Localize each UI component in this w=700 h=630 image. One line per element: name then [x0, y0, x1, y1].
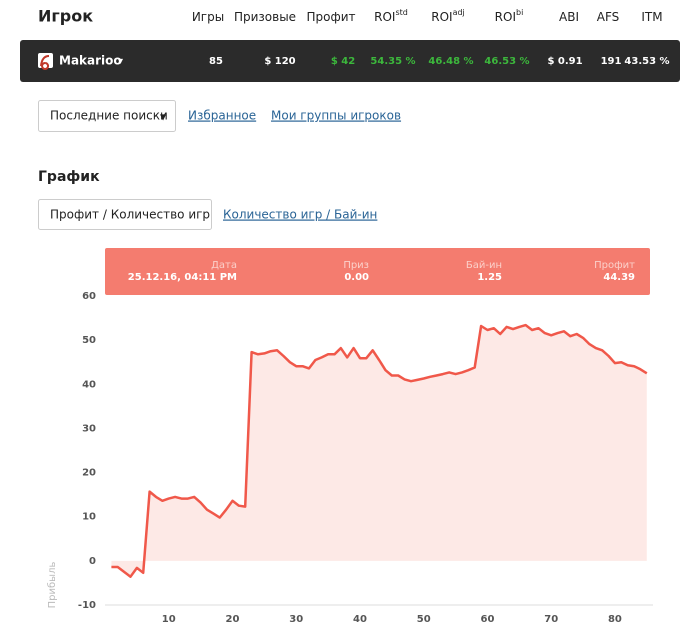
column-header-sup: adj [453, 8, 465, 17]
tooltip-label: Профит [594, 260, 635, 271]
column-header: Игры [192, 10, 224, 24]
tooltip-label: Приз [343, 260, 369, 271]
column-header-label: ROI [431, 10, 452, 24]
area [111, 325, 647, 577]
player-stat: 46.48 % [428, 56, 473, 67]
y-tick-label: 10 [82, 512, 96, 523]
x-tick-label: 10 [162, 614, 176, 625]
column-header-sup: std [395, 8, 407, 17]
tooltip-label: Бай-ин [466, 260, 502, 271]
y-tick-label: 60 [82, 291, 96, 302]
y-tick-label: 40 [82, 379, 96, 390]
player-stat: 43.53 % [624, 56, 669, 67]
player-stat: 191 [601, 56, 622, 67]
column-header: ABI [559, 10, 579, 24]
tooltip-value: 25.12.16, 04:11 PM [128, 272, 237, 283]
player-icon-logo [40, 55, 50, 70]
x-tick-label: 60 [480, 614, 494, 625]
y-tick-label: 20 [82, 468, 96, 479]
column-header: AFS [597, 10, 620, 24]
x-tick-label: 20 [226, 614, 240, 625]
tab-active[interactable] [38, 199, 212, 230]
tooltip [105, 248, 650, 295]
column-header-label: Призовые [234, 10, 296, 24]
player-stat: $ 42 [331, 56, 355, 67]
column-header-label: Игры [192, 10, 224, 24]
column-header: ROIadj [431, 8, 465, 24]
column-header-label: AFS [597, 10, 620, 24]
dropdown-button[interactable] [38, 100, 176, 132]
x-tick-label: 40 [353, 614, 367, 625]
nav-link[interactable]: Избранное [188, 109, 256, 123]
x-tick-label: 70 [544, 614, 558, 625]
tooltip-value: 44.39 [603, 272, 635, 283]
player-stat: 54.35 % [370, 56, 415, 67]
dropdown-caret: ▼ [160, 113, 167, 122]
section-title: График [38, 169, 100, 185]
column-header-label: ROI [495, 10, 516, 24]
y-tick-label: -10 [78, 600, 96, 611]
x-tick-label: 30 [289, 614, 303, 625]
tooltip-label: Дата [211, 260, 237, 271]
player-stat: 46.53 % [484, 56, 529, 67]
player-name[interactable]: Makarioo [59, 54, 122, 68]
y-tick-label: 0 [89, 556, 96, 567]
column-header-label: ITM [641, 10, 662, 24]
column-header-label: ABI [559, 10, 579, 24]
y-tick-label: 30 [82, 423, 96, 434]
tab-link[interactable]: Количество игр / Бай-ин [223, 208, 377, 222]
column-header: ITM [641, 10, 662, 24]
nav-link[interactable]: Мои группы игроков [271, 109, 401, 123]
column-header-label: Профит [306, 10, 355, 24]
player-stat: $ 0.91 [547, 56, 582, 67]
x-tick-label: 80 [608, 614, 622, 625]
player-stat: $ 120 [264, 56, 295, 67]
y-axis-label: Прибыль [47, 562, 58, 609]
dropdown-label: Последние поиски [50, 109, 168, 123]
tooltip-value: 0.00 [344, 272, 369, 283]
player-caret: ▾ [118, 56, 123, 67]
tab-label: Профит / Количество игр [50, 208, 210, 222]
column-header: Профит [306, 10, 355, 24]
player-stat: 85 [209, 56, 223, 67]
line [111, 323, 648, 578]
player-row [20, 40, 680, 82]
header-title: Игрок [38, 7, 93, 26]
column-header: ROIstd [374, 8, 408, 24]
y-tick-label: 50 [82, 335, 96, 346]
x-tick-label: 50 [417, 614, 431, 625]
column-header: ROIbi [495, 8, 524, 24]
column-header: Призовые [234, 10, 296, 24]
tooltip-value: 1.25 [477, 272, 502, 283]
column-header-label: ROI [374, 10, 395, 24]
column-header-sup: bi [516, 8, 523, 17]
